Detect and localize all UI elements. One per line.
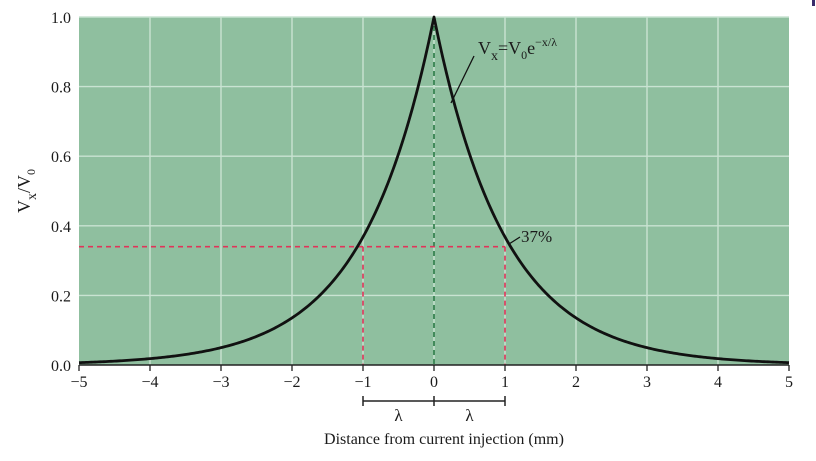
eq-v: V (478, 38, 491, 58)
ylabel-v2: V (14, 175, 34, 188)
x-tick-label-2: −3 (212, 374, 229, 391)
eq-sub-0: 0 (521, 48, 527, 62)
equation-label: Vx=V0e−x/λ (478, 35, 557, 64)
decay-curve (78, 15, 790, 365)
ylabel-sub-x: x (25, 193, 40, 200)
x-tick-label-1: −4 (141, 374, 158, 391)
percent-marker-lines (79, 17, 506, 365)
ylabel-slash: / (14, 188, 34, 193)
corner-mark (812, 0, 815, 6)
curve-layer (78, 15, 790, 365)
y-axis-label: Vx/V0 (14, 169, 40, 213)
x-axis-label: Distance from current injection (mm) (324, 431, 564, 448)
percent-label: 37% (521, 227, 552, 246)
y-tick-label-5: 1.0 (51, 10, 71, 27)
y-tick-label-0: 0.0 (51, 358, 71, 375)
x-tick-label-5: 0 (430, 374, 438, 391)
x-tick-label-10: 5 (785, 374, 793, 391)
y-tick-labels: 0.0 0.2 0.4 0.6 0.8 1.0 (51, 10, 71, 375)
x-tick-labels: −5 −4 −3 −2 −1 0 1 2 3 4 5 (70, 374, 793, 391)
y-tick-label-4: 0.8 (51, 80, 71, 97)
eq-exponent: −x/λ (535, 35, 557, 49)
y-tick-label-2: 0.4 (51, 219, 71, 236)
eq-sub-x: x (491, 49, 498, 64)
y-tick-label-3: 0.6 (51, 149, 71, 166)
eq-e: e (527, 38, 535, 58)
y-tick-label-1: 0.2 (51, 288, 71, 305)
x-tick-label-8: 3 (643, 374, 651, 391)
equation-leader-line (450, 55, 475, 104)
x-tick-label-9: 4 (714, 374, 722, 391)
x-tick-label-7: 2 (572, 374, 580, 391)
axes (78, 364, 790, 371)
x-tick-label-0: −5 (70, 374, 87, 391)
percent-leader-line (508, 236, 521, 245)
x-tick-label-6: 1 (501, 374, 509, 391)
ylabel-sub-0: 0 (24, 169, 38, 175)
lambda-label-right: λ (465, 406, 474, 425)
ylabel-v1: V (14, 200, 34, 213)
eq-rest: =V (498, 38, 521, 58)
x-tick-label-4: −1 (354, 374, 371, 391)
x-tick-label-3: −2 (283, 374, 300, 391)
lambda-label-left: λ (394, 406, 403, 425)
